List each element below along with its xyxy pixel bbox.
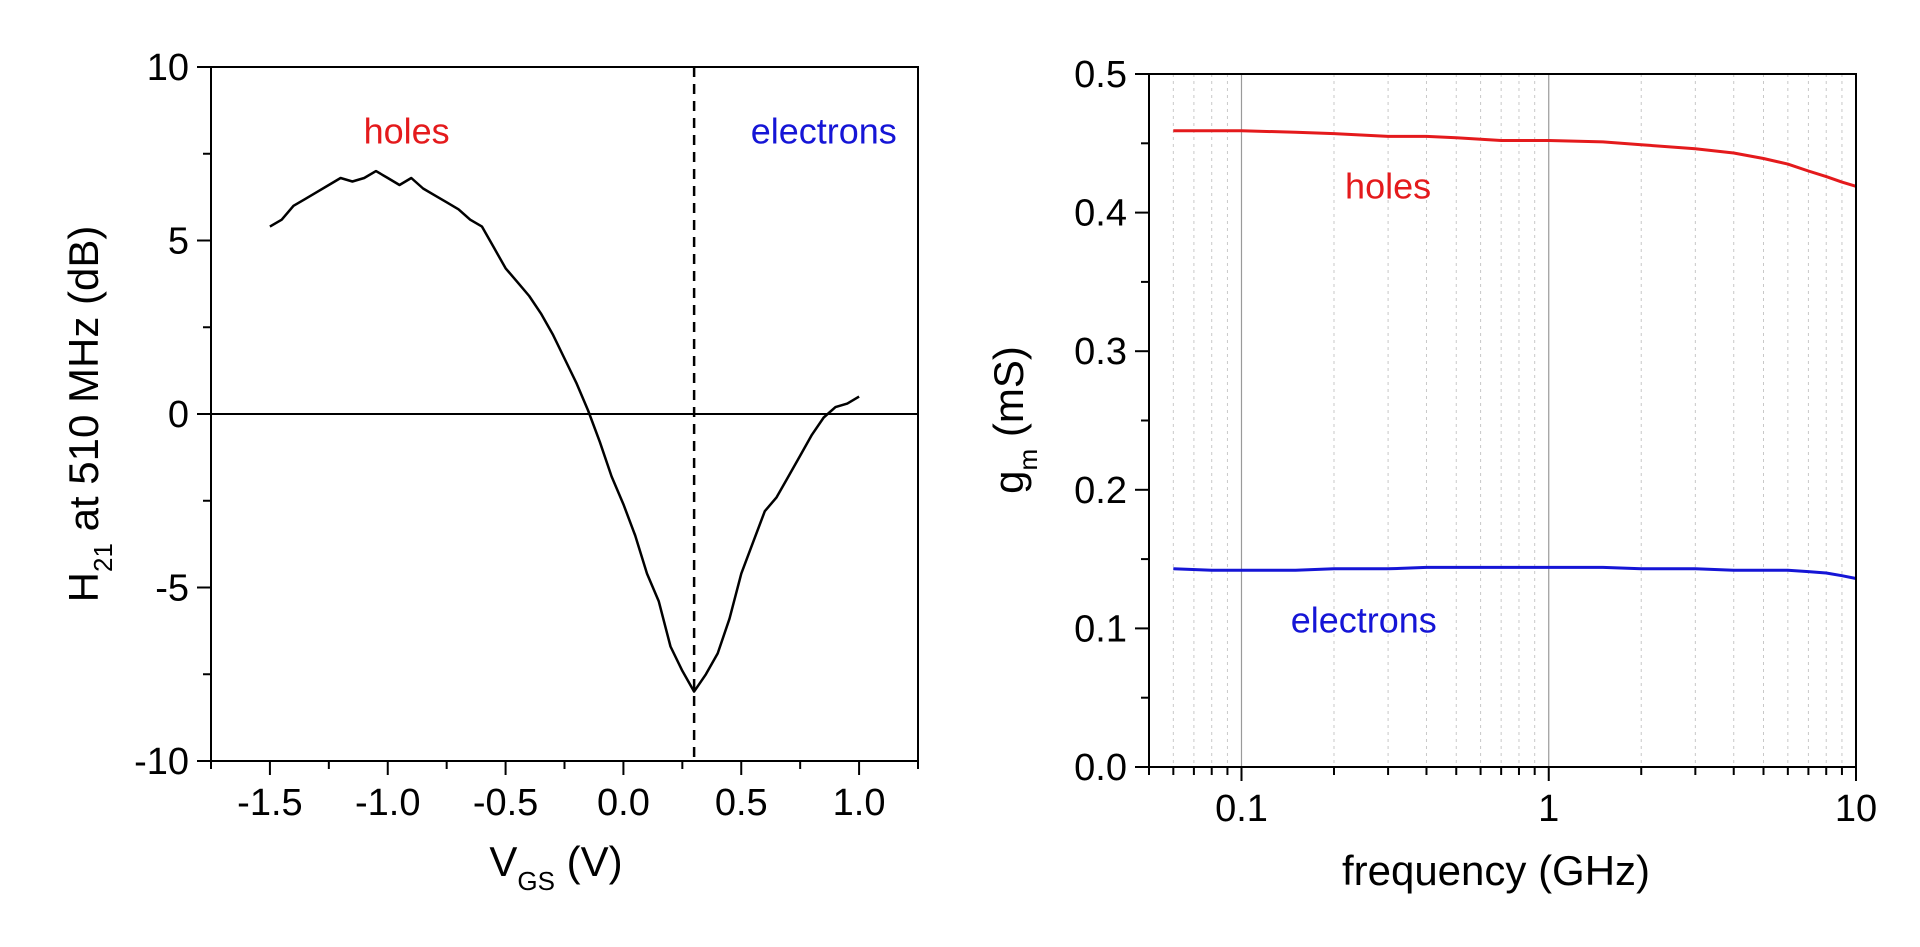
series-line-holes bbox=[1173, 129, 1857, 188]
y-tick-label: 0.1 bbox=[1074, 608, 1127, 650]
gm-chart: 0.1 1 100.00.10.20.30.40.5 holeselectrons … bbox=[985, 54, 1877, 894]
y-tick-label: 0.5 bbox=[1074, 54, 1127, 96]
y-tick-label: 0.0 bbox=[1074, 747, 1127, 789]
y-tick-label: 0.3 bbox=[1074, 331, 1127, 373]
h21-x-axis-label: VGS (V) bbox=[489, 838, 622, 896]
x-tick-label: -1.5 bbox=[237, 782, 302, 824]
y-tick-label: 0.4 bbox=[1074, 193, 1127, 235]
y-tick-label: 0.2 bbox=[1074, 470, 1127, 512]
gm-x-axis-label: frequency (GHz) bbox=[1342, 847, 1650, 894]
h21-y-axis-label: H21 at 510 MHz (dB) bbox=[60, 226, 118, 603]
h21-chart: -1.5 -1.0 -0.5 0.0 0.5 1.0 -10 -5 0 5 10 holes elec… bbox=[60, 47, 919, 896]
x-tick-label: -1.0 bbox=[355, 782, 420, 824]
y-tick-label: 10 bbox=[147, 47, 189, 89]
annotation-holes: holes bbox=[364, 110, 450, 151]
y-tick-label: -10 bbox=[134, 741, 189, 783]
x-tick-label: 1.0 bbox=[833, 782, 886, 824]
x-tick-label: 10 bbox=[1835, 788, 1877, 830]
gm-y-axis-label: gm (mS) bbox=[985, 346, 1043, 494]
y-tick-label: 5 bbox=[168, 221, 189, 263]
y-tick-label: 0 bbox=[168, 394, 189, 436]
gm-plot-frame bbox=[1148, 73, 1857, 768]
annotation-electrons: electrons bbox=[1291, 600, 1437, 641]
x-tick-label: -0.5 bbox=[473, 782, 538, 824]
y-tick-label: -5 bbox=[155, 568, 189, 610]
series-line-electrons bbox=[1173, 565, 1857, 580]
annotation-holes: holes bbox=[1345, 166, 1431, 207]
annotation-electrons: electrons bbox=[751, 110, 897, 151]
x-tick-label: 0.1 bbox=[1215, 788, 1268, 830]
x-tick-label: 0.5 bbox=[715, 782, 768, 824]
x-tick-label: 1 bbox=[1538, 788, 1559, 830]
series-line-h21 bbox=[269, 169, 860, 693]
x-tick-label: 0.0 bbox=[597, 782, 650, 824]
